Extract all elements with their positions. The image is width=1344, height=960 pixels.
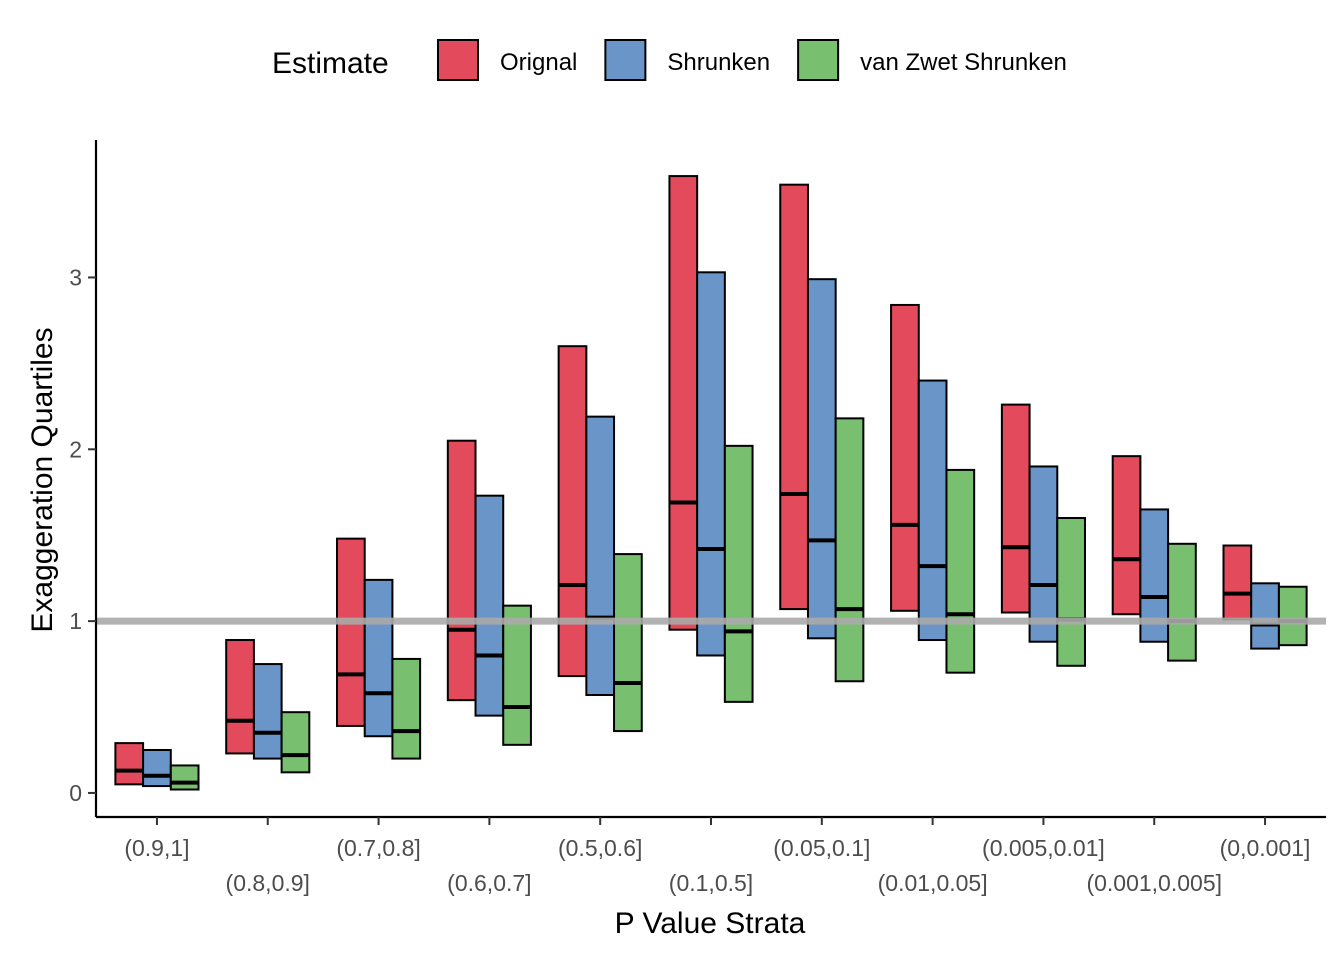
bar-shrunken-5 (696, 271, 726, 657)
bar-shrunken-1 (252, 663, 283, 760)
bar-van-zwet-shrunken-10 (1277, 585, 1308, 647)
bar-orignal-7 (890, 303, 920, 612)
bar-orignal-10 (1222, 544, 1253, 621)
bar-van-zwet-shrunken-9 (1167, 542, 1197, 662)
bar-shrunken-7 (917, 379, 948, 642)
bar-orignal-4 (557, 345, 588, 678)
bar-van-zwet-shrunken-2 (391, 657, 422, 760)
legend: Estimate Orignal Shrunken van Zwet Shrunke… (272, 39, 1067, 81)
x-axis: (0.9,1] (0.8,0.9] (0.7,0.8] (0.6,0.7] (0.5,0… (96, 815, 1326, 896)
x-tick-label-5: (0.1,0.5] (669, 870, 753, 896)
legend-title: Estimate (272, 47, 389, 80)
bar-shrunken-0 (142, 748, 172, 788)
x-tick-label-9: (0.001,0.005] (1086, 870, 1222, 896)
bar-van-zwet-shrunken-4 (613, 553, 643, 733)
x-axis-title: P Value Strata (615, 907, 806, 940)
x-tick-label-3: (0.6,0.7] (447, 870, 531, 896)
x-tick-label-8: (0.005,0.01] (982, 835, 1105, 861)
y-axis-title: Exaggeration Quartiles (26, 327, 59, 632)
x-tick-label-1: (0.8,0.9] (226, 870, 310, 896)
bar-orignal-1 (225, 639, 255, 755)
bar-shrunken-4 (585, 415, 616, 696)
x-tick-label-4: (0.5,0.6] (558, 835, 642, 861)
x-tick-label-0: (0.9,1] (124, 835, 189, 861)
legend-label-shrunken: Shrunken (667, 49, 770, 76)
bar-van-zwet-shrunken-3 (502, 604, 532, 746)
bar-van-zwet-shrunken-7 (945, 468, 976, 674)
legend-swatch-van-zwet-shrunken (797, 39, 840, 81)
x-tick-label-7: (0.01,0.05] (878, 870, 988, 896)
bar-van-zwet-shrunken-5 (723, 444, 754, 703)
y-tick-label-3: 3 (69, 264, 82, 290)
bar-van-zwet-shrunken-1 (280, 711, 311, 774)
bar-shrunken-3 (474, 494, 505, 717)
x-tick-label-10: (0,0.001] (1220, 835, 1311, 861)
bar-orignal-5 (668, 175, 699, 631)
bar-orignal-2 (336, 537, 366, 727)
bar-shrunken-6 (806, 278, 837, 640)
y-tick-label-1: 1 (69, 608, 82, 634)
legend-swatch-shrunken (604, 39, 647, 81)
bar-shrunken-2 (363, 578, 394, 738)
bar-orignal-0 (114, 742, 145, 786)
plot-area (96, 175, 1326, 791)
bar-van-zwet-shrunken-0 (169, 764, 200, 791)
x-tick-label-6: (0.05,0.1] (773, 835, 870, 861)
bar-orignal-8 (1000, 403, 1031, 614)
y-tick-label-2: 2 (69, 436, 82, 462)
x-tick-label-2: (0.7,0.8] (336, 835, 420, 861)
bar-shrunken-10 (1250, 582, 1280, 650)
y-axis: 0 1 2 3 (69, 140, 98, 817)
bar-shrunken-8 (1028, 465, 1059, 643)
legend-label-van-zwet-shrunken: van Zwet Shrunken (860, 49, 1067, 76)
legend-label-orignal: Orignal (500, 49, 577, 76)
bar-orignal-9 (1111, 455, 1142, 616)
bar-van-zwet-shrunken-8 (1056, 517, 1086, 667)
bar-van-zwet-shrunken-6 (834, 417, 865, 683)
bar-orignal-3 (446, 439, 477, 702)
bar-orignal-6 (779, 183, 809, 611)
y-tick-label-0: 0 (69, 780, 82, 806)
legend-swatch-orignal (437, 39, 479, 81)
